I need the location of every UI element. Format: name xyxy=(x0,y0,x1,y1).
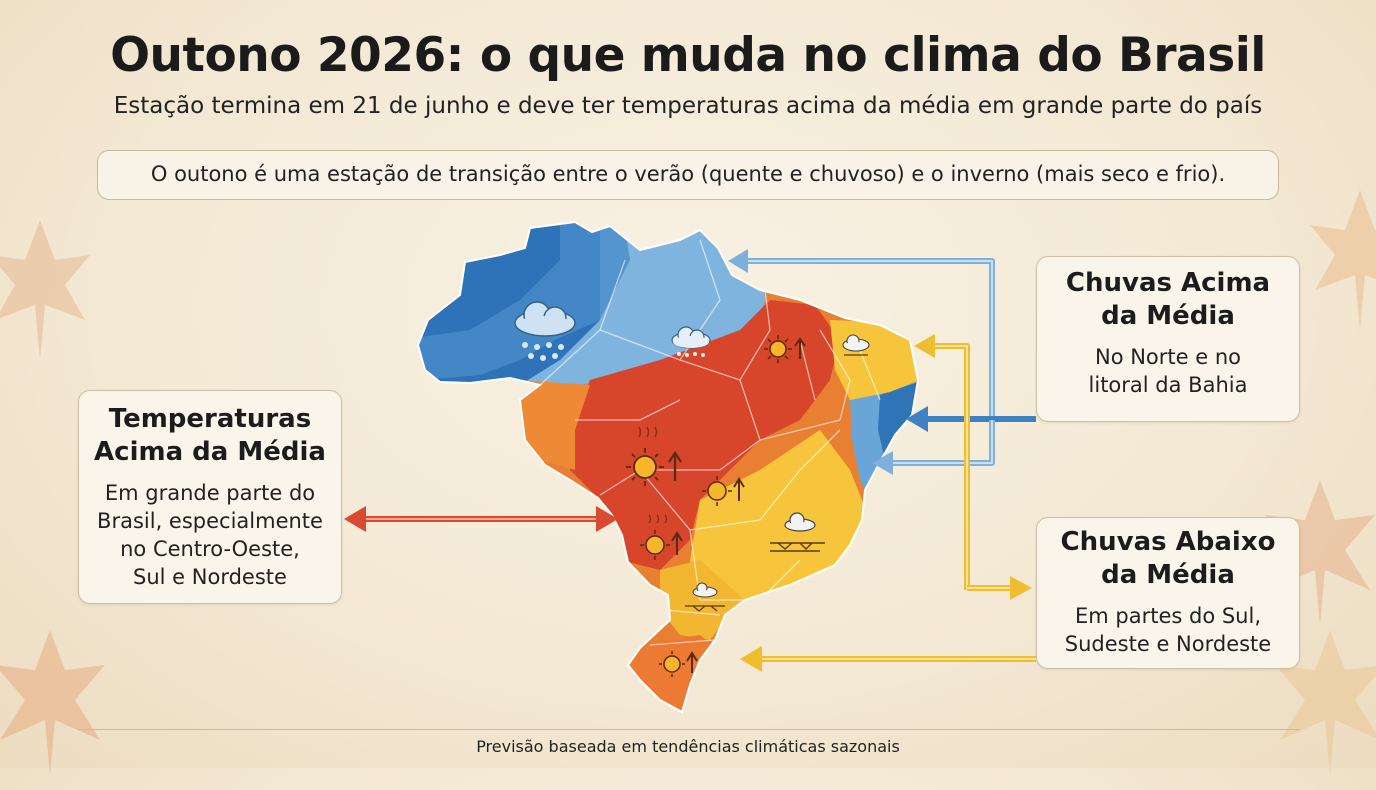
card-text-line: no Centro-Oeste, xyxy=(120,537,300,561)
autumn-leaf-icon xyxy=(1265,480,1375,625)
card-text: No Norte e no litoral da Bahia xyxy=(1037,343,1299,399)
card-text: Em partes do Sul, Sudeste e Nordeste xyxy=(1037,602,1299,658)
rain-below-connector xyxy=(740,334,1036,672)
sun-up-arrow-icon xyxy=(764,335,806,363)
card-text-line: Sul e Nordeste xyxy=(133,565,287,589)
sun-up-arrow-icon xyxy=(659,651,698,677)
card-title: Chuvas Abaixo da Média xyxy=(1037,526,1299,592)
card-title-line: Acima da Média xyxy=(94,437,326,467)
card-text-line: No Norte e no xyxy=(1094,345,1241,369)
card-text-line: Em partes do Sul, xyxy=(1074,604,1261,628)
sun-up-arrow-icon xyxy=(640,514,683,560)
sun-up-arrow-icon xyxy=(702,476,745,506)
rain-above-connector xyxy=(728,249,1036,475)
rain-above-card: Chuvas Acima da Média No Norte e no litor… xyxy=(1036,256,1300,422)
card-title-line: Chuvas Acima xyxy=(1065,268,1271,298)
footer-note: Previsão baseada em tendências climática… xyxy=(476,737,900,756)
temperature-above-card: Temperaturas Acima da Média Em grande par… xyxy=(78,390,342,604)
card-title-line: Chuvas Abaixo xyxy=(1060,527,1276,557)
intro-box: O outono é uma estação de transição entr… xyxy=(97,150,1279,200)
card-text: Em grande parte do Brasil, especialmente… xyxy=(79,479,341,591)
card-title: Chuvas Acima da Média xyxy=(1037,267,1299,333)
sun-up-arrow-icon xyxy=(626,426,682,486)
dry-cloud-icon xyxy=(770,512,825,552)
autumn-leaf-icon xyxy=(0,630,105,775)
card-text-line: Brasil, especialmente xyxy=(97,509,323,533)
dry-cloud-icon xyxy=(685,582,725,612)
card-title-line: da Média xyxy=(1101,560,1235,590)
rain-cloud-icon xyxy=(514,301,576,361)
footer-divider xyxy=(78,729,1300,730)
page-title: Outono 2026: o que muda no clima do Bras… xyxy=(110,28,1266,83)
card-title-line: da Média xyxy=(1101,301,1235,331)
temperature-connector xyxy=(344,506,618,532)
page-subtitle: Estação termina em 21 de junho e deve te… xyxy=(113,93,1263,119)
dry-cloud-icon xyxy=(842,334,870,356)
rain-cloud-icon xyxy=(671,326,711,357)
card-text-line: litoral da Bahia xyxy=(1088,373,1248,397)
brazil-climate-map xyxy=(344,220,1036,714)
card-title-line: Temperaturas xyxy=(108,404,312,434)
autumn-leaf-icon xyxy=(0,220,90,360)
card-title: Temperaturas Acima da Média xyxy=(79,403,341,469)
card-text-line: Sudeste e Nordeste xyxy=(1064,632,1272,656)
autumn-leaf-icon xyxy=(1310,190,1376,330)
autumn-leaf-icon xyxy=(1275,630,1376,775)
card-text-line: Em grande parte do xyxy=(104,481,316,505)
rain-below-card: Chuvas Abaixo da Média Em partes do Sul, … xyxy=(1036,517,1300,669)
